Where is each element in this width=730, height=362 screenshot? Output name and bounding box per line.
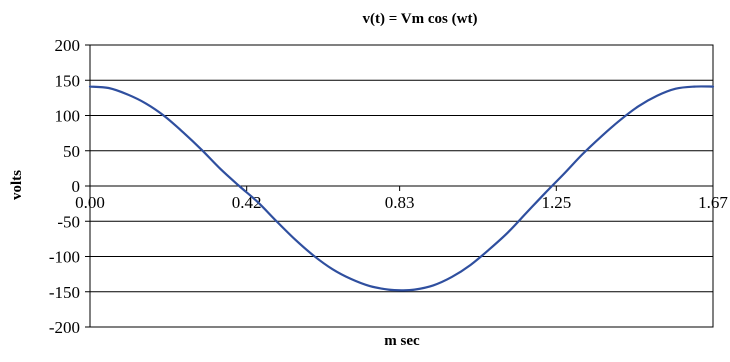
y-tick-label: 200 xyxy=(55,36,81,55)
y-tick-label: 150 xyxy=(55,71,81,90)
y-tick-label: -50 xyxy=(57,212,80,231)
x-tick-label: 1.25 xyxy=(541,193,571,212)
y-tick-label: 0 xyxy=(72,177,81,196)
series-line xyxy=(88,85,715,292)
x-axis-title: m sec xyxy=(384,333,420,349)
y-tick-label: 100 xyxy=(55,107,81,126)
series-layer xyxy=(88,85,715,292)
y-tick-labels: 200 150 100 50 0 -50 -100 -150 -200 xyxy=(49,36,80,337)
y-tick-label: -150 xyxy=(49,283,80,302)
y-tick-label: 50 xyxy=(63,142,80,161)
y-tick-label: -200 xyxy=(49,318,80,337)
chart-title: v(t) = Vm cos (wt) xyxy=(363,11,478,27)
x-tick-label: 0.00 xyxy=(75,193,105,212)
x-tick-label: 1.67 xyxy=(698,193,728,212)
axes xyxy=(85,44,714,328)
x-tick-label: 0.83 xyxy=(385,193,415,212)
x-tick-labels: 0.00 0.42 0.83 1.25 1.67 xyxy=(75,193,728,212)
y-tick-label: -100 xyxy=(49,248,80,267)
y-axis-title: volts xyxy=(9,170,25,200)
